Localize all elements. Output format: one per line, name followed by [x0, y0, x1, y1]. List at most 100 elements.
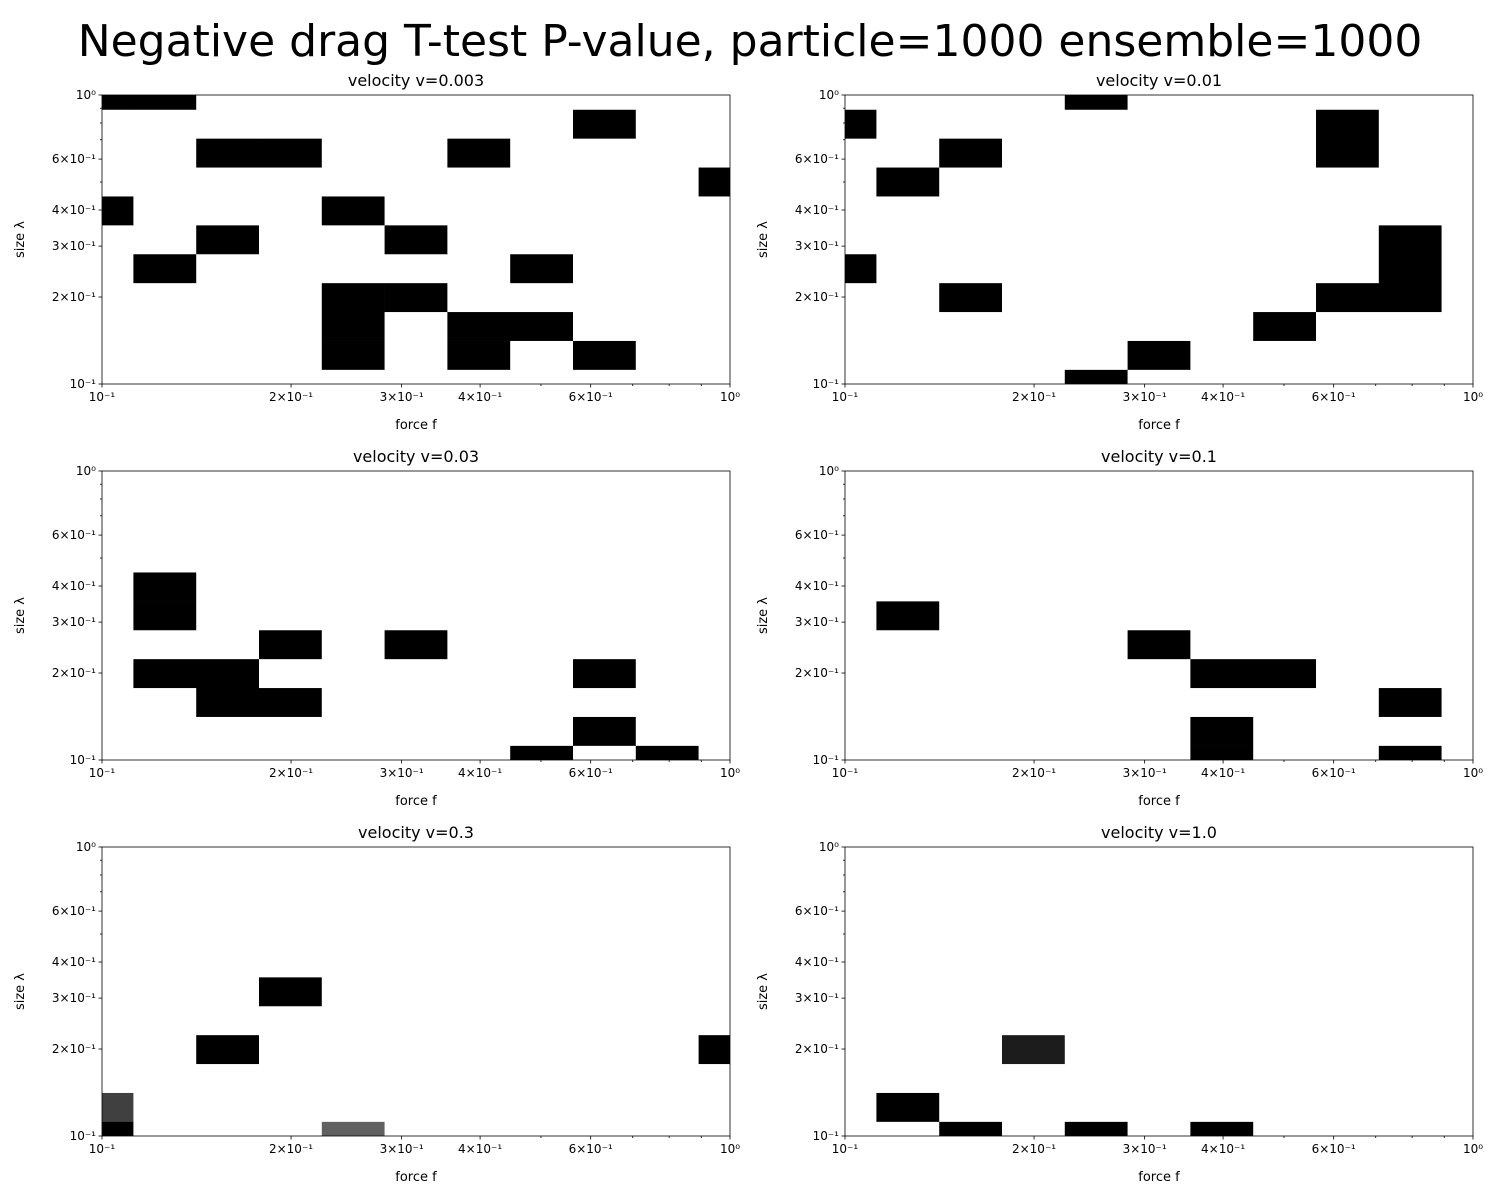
cell	[1190, 629, 1254, 660]
cell	[447, 253, 511, 284]
cell	[1190, 514, 1254, 544]
cell	[258, 543, 323, 573]
cell	[635, 601, 699, 631]
cell	[384, 572, 448, 602]
cell	[510, 1034, 574, 1065]
cell	[133, 167, 197, 197]
cell	[196, 95, 260, 110]
cell	[939, 629, 1003, 660]
cell	[698, 629, 730, 660]
cell	[1127, 1092, 1191, 1122]
cell	[845, 629, 877, 660]
cell	[447, 861, 511, 891]
cell	[196, 890, 260, 920]
cell	[845, 1063, 877, 1093]
cell	[1064, 572, 1128, 602]
cell	[845, 253, 877, 284]
cell	[1001, 658, 1066, 689]
cell	[196, 514, 260, 544]
cell	[510, 167, 574, 197]
cell	[1378, 196, 1442, 226]
cell	[1001, 1092, 1066, 1122]
cell	[384, 1034, 448, 1065]
cell	[384, 658, 448, 689]
cell	[1001, 687, 1066, 717]
cell	[573, 167, 637, 197]
cell	[698, 340, 730, 370]
axes-title: velocity v=0.1	[1101, 447, 1217, 466]
cell	[258, 1121, 323, 1136]
cell	[196, 745, 260, 760]
cell	[698, 1063, 730, 1093]
cell	[102, 196, 134, 226]
heatmap-cells	[102, 95, 730, 384]
y-tick-label: 2×10⁻¹	[52, 666, 96, 680]
cell	[1127, 369, 1191, 384]
cell	[102, 543, 134, 573]
cell	[635, 485, 699, 515]
cell	[321, 948, 385, 978]
cell	[845, 109, 877, 139]
cell	[321, 601, 385, 631]
cell	[447, 196, 511, 226]
cell	[1441, 687, 1473, 717]
cell	[876, 471, 940, 486]
cell	[698, 138, 730, 168]
cell	[133, 847, 197, 862]
y-tick-label: 4×10⁻¹	[52, 579, 96, 593]
x-tick-label: 10⁰	[720, 390, 740, 404]
cell	[510, 109, 574, 139]
y-axis-label: size λ	[13, 597, 28, 634]
cell	[384, 109, 448, 139]
cell	[196, 253, 260, 284]
cell	[384, 687, 448, 717]
cell	[1378, 167, 1442, 197]
cell	[447, 543, 511, 573]
x-tick-label: 10⁻¹	[89, 766, 116, 780]
cell	[698, 514, 730, 544]
cell	[258, 196, 323, 226]
cell	[1316, 948, 1380, 978]
x-tick-label: 3×10⁻¹	[380, 390, 424, 404]
axes-title: velocity v=0.3	[358, 823, 474, 842]
cell	[845, 1034, 877, 1065]
cell	[102, 1005, 134, 1036]
cell	[698, 977, 730, 1007]
cell	[876, 1063, 940, 1093]
x-tick-label: 10⁻¹	[89, 1142, 116, 1156]
cell	[1316, 282, 1380, 313]
cell	[845, 167, 877, 197]
cell	[258, 629, 323, 660]
cell	[1190, 311, 1254, 341]
cell	[939, 485, 1003, 515]
cell	[1064, 138, 1128, 168]
cell	[258, 919, 323, 949]
cell	[1253, 95, 1317, 110]
cell	[1127, 687, 1191, 717]
cell	[1127, 977, 1191, 1007]
cell	[1253, 948, 1317, 978]
cell	[573, 311, 637, 341]
cell	[845, 745, 877, 760]
cell	[384, 1063, 448, 1093]
cell	[876, 369, 940, 384]
cell	[321, 1121, 385, 1136]
cell	[1316, 1092, 1380, 1122]
y-tick-label: 6×10⁻¹	[52, 152, 96, 166]
cell	[698, 572, 730, 602]
cell	[1127, 1063, 1191, 1093]
cell	[447, 572, 511, 602]
cell	[876, 977, 940, 1007]
cell	[258, 340, 323, 370]
cell	[510, 311, 574, 341]
cell	[635, 109, 699, 139]
y-tick-label: 4×10⁻¹	[52, 203, 96, 217]
cell	[133, 890, 197, 920]
cell	[102, 471, 134, 486]
axes-title: velocity v=0.01	[1096, 71, 1222, 90]
cell	[1316, 369, 1380, 384]
cell	[102, 629, 134, 660]
y-tick-label: 10⁻¹	[70, 377, 97, 391]
cell	[133, 745, 197, 760]
cell	[698, 95, 730, 110]
